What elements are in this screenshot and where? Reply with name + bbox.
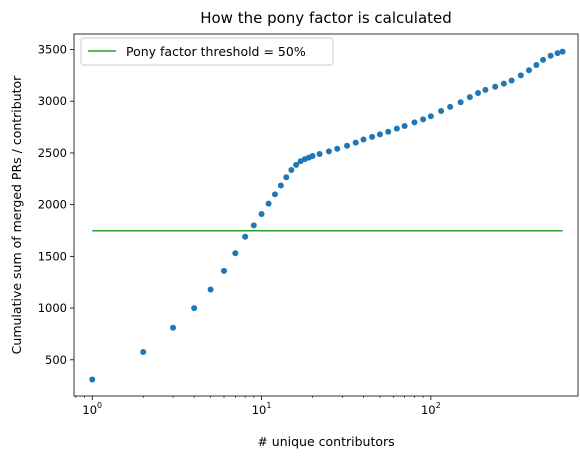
data-point — [89, 376, 96, 383]
y-tick-label: 3000 — [38, 94, 67, 108]
data-point — [559, 48, 566, 55]
legend: Pony factor threshold = 50% — [80, 37, 334, 66]
data-point — [334, 145, 341, 152]
y-axis-label: Cumulative sum of merged PRs / contribut… — [9, 75, 24, 354]
data-point — [283, 174, 290, 181]
data-point — [492, 83, 499, 90]
data-point — [221, 267, 228, 274]
x-axis-label: # unique contributors — [257, 434, 394, 449]
data-point — [242, 233, 249, 240]
data-point — [271, 191, 278, 198]
data-point — [540, 56, 547, 63]
data-point — [309, 153, 316, 160]
data-points-layer — [89, 48, 566, 383]
y-tick-label: 3500 — [38, 43, 67, 57]
chart-title: How the pony factor is calculated — [200, 9, 452, 27]
data-point — [438, 108, 445, 115]
data-point — [420, 116, 427, 123]
data-point — [508, 77, 515, 84]
data-point — [258, 210, 265, 217]
data-point — [170, 324, 177, 331]
data-point — [191, 305, 198, 312]
data-point — [352, 139, 359, 146]
data-point — [482, 86, 489, 93]
data-point — [140, 349, 147, 356]
data-point — [466, 94, 473, 101]
x-tick-label: 101 — [252, 401, 272, 417]
data-point — [250, 222, 257, 229]
data-point — [500, 80, 507, 87]
y-tick-label: 2500 — [38, 146, 67, 160]
data-point — [447, 103, 454, 110]
data-point — [517, 72, 524, 79]
data-point — [265, 200, 272, 207]
plot-frame — [73, 33, 579, 397]
data-point — [232, 250, 239, 257]
y-tick-label: 2000 — [38, 198, 67, 212]
y-tick-label: 500 — [45, 353, 67, 367]
data-point — [554, 50, 561, 57]
data-point — [376, 131, 383, 138]
data-point — [385, 128, 392, 135]
legend-box — [80, 37, 334, 66]
data-point — [277, 182, 284, 189]
data-point — [288, 167, 295, 174]
data-point — [427, 113, 434, 120]
data-point — [401, 123, 408, 130]
data-point — [293, 161, 300, 168]
x-tick-label: 100 — [82, 401, 102, 417]
data-point — [344, 142, 351, 149]
data-point — [393, 125, 400, 132]
data-point — [457, 99, 464, 106]
y-axis: 500 1000 1500 2000 2500 3000 3500 — [38, 43, 74, 367]
data-point — [547, 52, 554, 59]
legend-label: Pony factor threshold = 50% — [126, 44, 306, 59]
data-point — [207, 286, 214, 293]
y-tick-label: 1500 — [38, 249, 67, 263]
x-axis: 100 101 102 — [75, 396, 441, 417]
x-tick-label: 102 — [421, 401, 441, 417]
data-point — [369, 133, 376, 140]
data-point — [533, 62, 540, 69]
data-point — [360, 136, 367, 143]
data-point — [325, 148, 332, 155]
data-point — [525, 67, 532, 74]
data-point — [475, 89, 482, 96]
y-tick-label: 1000 — [38, 301, 67, 315]
data-point — [411, 119, 418, 126]
data-point — [316, 150, 323, 157]
